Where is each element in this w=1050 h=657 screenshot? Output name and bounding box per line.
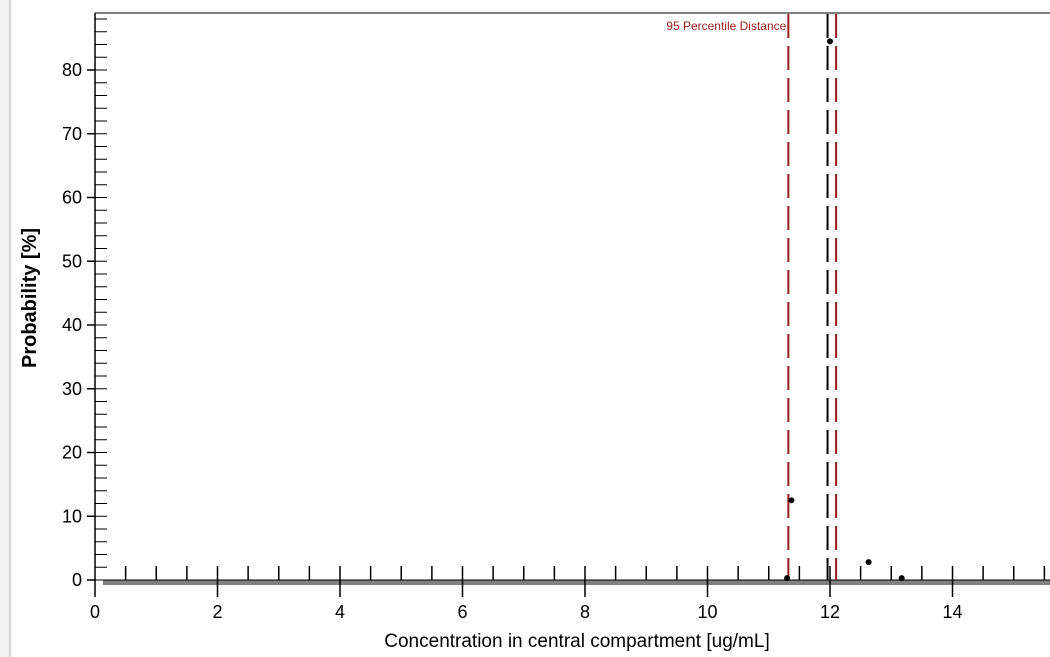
x-tick-label: 8 — [580, 602, 590, 622]
y-major-ticks: 0 10 20 30 40 50 60 70 80 — [62, 60, 95, 590]
data-points — [784, 38, 905, 582]
y-minor-ticks — [95, 18, 107, 581]
x-baseline-bar — [103, 580, 1050, 585]
y-tick-label: 40 — [62, 315, 82, 335]
y-tick-label: 60 — [62, 188, 82, 208]
reference-lines — [787, 14, 838, 580]
window-frame-left — [0, 0, 10, 657]
x-tick-label: 6 — [457, 602, 467, 622]
y-tick-label: 50 — [62, 251, 82, 271]
y-tick-label: 80 — [62, 60, 82, 80]
y-tick-label: 20 — [62, 443, 82, 463]
y-tick-label: 0 — [72, 570, 82, 590]
x-tick-label: 12 — [820, 602, 840, 622]
percentile-annotation: 95 Percentile Distance — [666, 19, 786, 33]
y-tick-label: 70 — [62, 124, 82, 144]
x-tick-label: 14 — [942, 602, 962, 622]
x-axis-title: Concentration in central compartment [ug… — [384, 631, 769, 652]
x-tick-label: 2 — [212, 602, 222, 622]
data-point — [827, 38, 833, 45]
x-minor-ticks — [124, 566, 1046, 580]
data-point — [865, 559, 872, 566]
y-tick-label: 10 — [62, 506, 82, 526]
data-point — [784, 575, 791, 582]
x-tick-label: 4 — [335, 602, 345, 622]
x-tick-label: 10 — [697, 602, 717, 622]
y-axis-title: Probability [%] — [19, 228, 41, 368]
x-tick-label: 0 — [90, 602, 100, 622]
data-point — [898, 575, 905, 582]
plot-area — [94, 12, 1050, 585]
y-tick-label: 30 — [62, 379, 82, 399]
x-major-ticks: 0 2 4 6 8 10 12 14 — [90, 580, 963, 622]
data-point — [788, 497, 795, 504]
